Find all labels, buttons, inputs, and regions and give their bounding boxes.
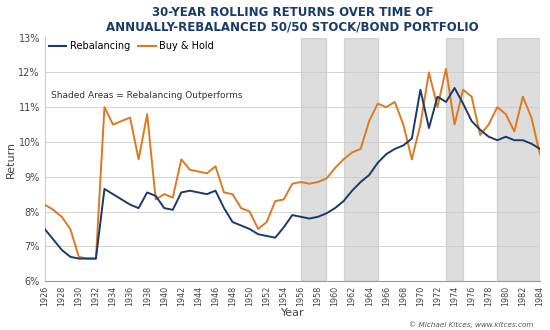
Buy & Hold (443, 67, 449, 71)
Buy & Hold (84, 257, 91, 261)
Rebalancing (409, 137, 415, 141)
Legend: Rebalancing, Buy & Hold: Rebalancing, Buy & Hold (47, 40, 216, 53)
Buy & Hold (537, 152, 543, 156)
Buy & Hold (178, 157, 185, 161)
Buy & Hold (41, 203, 48, 207)
Buy & Hold (127, 115, 134, 119)
Buy & Hold (101, 105, 108, 109)
Rebalancing (58, 248, 65, 252)
Buy & Hold (306, 182, 313, 186)
Line: Buy & Hold: Buy & Hold (45, 69, 540, 259)
Rebalancing (306, 216, 313, 220)
Line: Rebalancing: Rebalancing (45, 88, 540, 259)
Rebalancing (75, 257, 82, 261)
Y-axis label: Return: Return (6, 141, 15, 178)
Bar (301, 38, 327, 281)
Text: Shaded Areas = Rebalancing Outperforms: Shaded Areas = Rebalancing Outperforms (51, 91, 242, 100)
Bar (446, 38, 463, 281)
Rebalancing (127, 203, 134, 207)
Title: 30-YEAR ROLLING RETURNS OVER TIME OF
ANNUALLY-REBALANCED 50/50 STOCK/BOND PORTFO: 30-YEAR ROLLING RETURNS OVER TIME OF ANN… (106, 6, 478, 34)
Rebalancing (537, 147, 543, 151)
Bar (497, 38, 540, 281)
Rebalancing (178, 190, 185, 194)
Rebalancing (101, 187, 108, 191)
Buy & Hold (58, 215, 65, 219)
Rebalancing (451, 86, 458, 90)
Bar (344, 38, 378, 281)
Rebalancing (41, 227, 48, 231)
X-axis label: Year: Year (280, 308, 304, 318)
Buy & Hold (409, 157, 415, 161)
Text: © Michael Kitces, www.kitces.com: © Michael Kitces, www.kitces.com (409, 322, 534, 328)
